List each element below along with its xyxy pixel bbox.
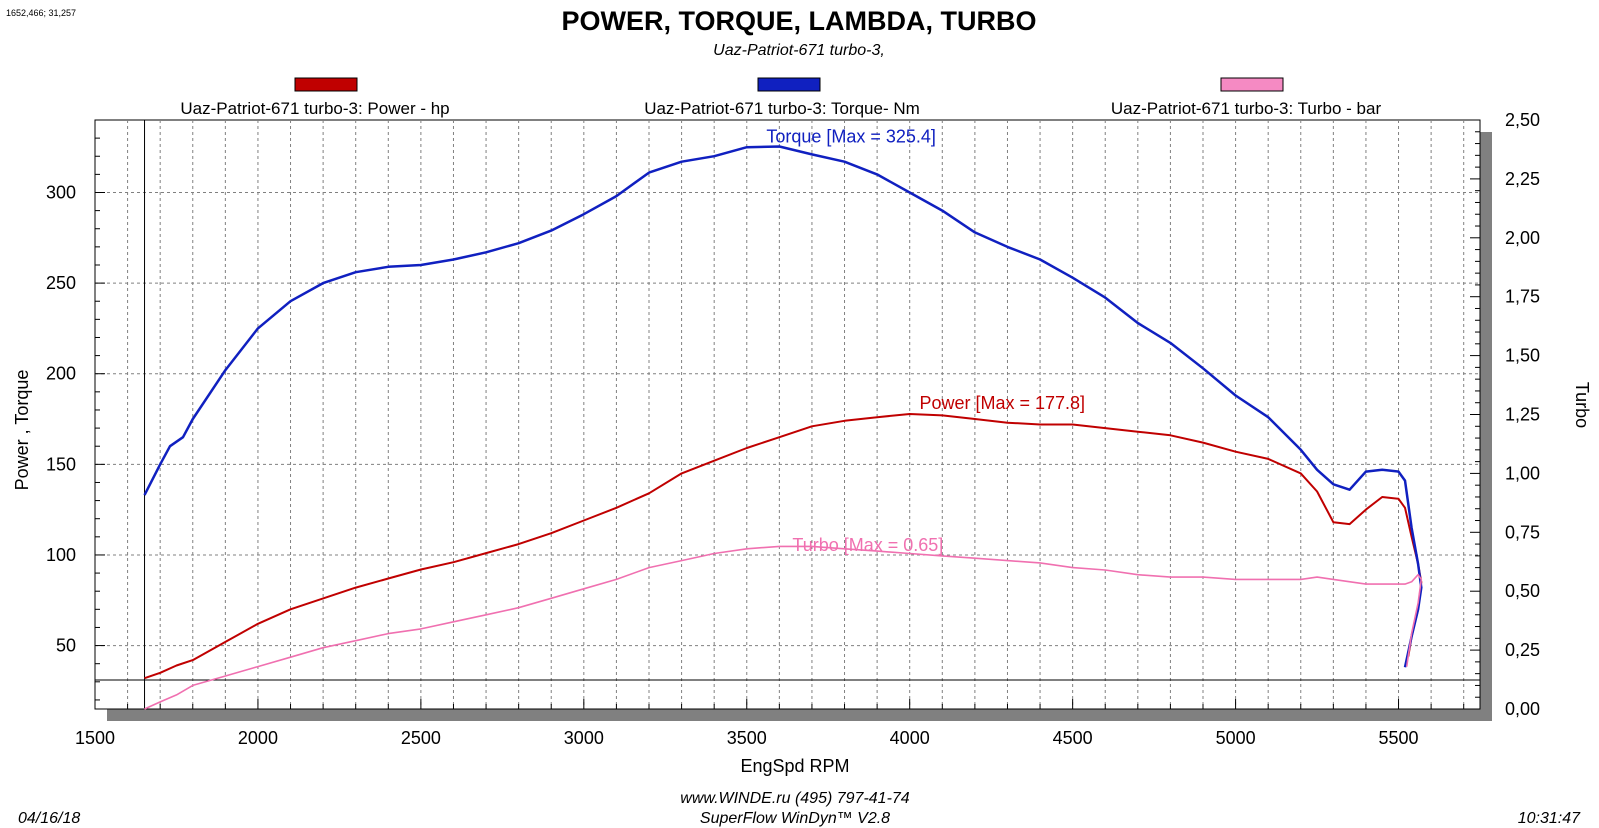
y-axis-label: Power , Torque [12, 370, 32, 491]
x-tick-label: 3000 [564, 728, 604, 748]
minor-ticks [95, 119, 1480, 710]
y2-tick-label: 2,00 [1505, 228, 1540, 248]
x-axis-ticks: 1500 2000 2500 3000 3500 4000 4500 5000 5500 [75, 728, 1419, 748]
legend-label-torque: Uaz-Patriot-671 turbo-3: Torque- Nm [644, 99, 920, 118]
y-tick-label: 300 [46, 182, 76, 202]
plot-shadow-right [1480, 132, 1492, 721]
legend-swatch-power [294, 77, 358, 92]
y2-tick-label: 0,25 [1505, 640, 1540, 660]
series-line-torque [143, 145, 1423, 668]
x-axis-label: EngSpd RPM [740, 756, 849, 776]
torque-max-annotation: Torque [Max = 325.4] [766, 127, 936, 147]
y-tick-label: 100 [46, 545, 76, 565]
footer-software: SuperFlow WinDyn™ V2.8 [700, 810, 890, 827]
y-axis-ticks: 50 100 150 200 250 300 [46, 182, 76, 655]
x-tick-label: 5000 [1216, 728, 1256, 748]
legend-swatch-torque [757, 77, 821, 92]
y2-tick-label: 1,50 [1505, 346, 1540, 366]
chart-subtitle: Uaz-Patriot-671 turbo-3, [713, 42, 885, 59]
footer-date: 04/16/18 [18, 810, 80, 827]
y2-tick-label: 1,25 [1505, 405, 1540, 425]
y2-axis-label: Turbo [1572, 382, 1592, 428]
x-tick-label: 5500 [1379, 728, 1419, 748]
y2-tick-label: 0,00 [1505, 699, 1540, 719]
y2-tick-label: 2,25 [1505, 169, 1540, 189]
footer-website: www.WINDE.ru (495) 797-41-74 [680, 790, 910, 807]
cursor-readout: 1652,466; 31,257 [6, 8, 76, 18]
y2-tick-label: 1,00 [1505, 463, 1540, 483]
y-tick-label: 250 [46, 273, 76, 293]
y2-tick-label: 0,75 [1505, 522, 1540, 542]
plot-area [94, 119, 1481, 710]
legend-label-power: Uaz-Patriot-671 turbo-3: Power - hp [180, 99, 449, 118]
x-tick-label: 3500 [727, 728, 767, 748]
x-tick-label: 4000 [890, 728, 930, 748]
y2-tick-label: 2,50 [1505, 110, 1540, 130]
y2-tick-label: 1,75 [1505, 287, 1540, 307]
legend-swatch-turbo [1220, 77, 1284, 92]
turbo-max-annotation: Turbo [Max = 0.65] [792, 535, 943, 555]
y2-axis-ticks: 0,00 0,25 0,50 0,75 1,00 1,25 1,50 1,75 2,00 2,25… [1505, 110, 1540, 719]
y-tick-label: 200 [46, 364, 76, 384]
chart-title: POWER, TORQUE, LAMBDA, TURBO [562, 6, 1037, 36]
grid [95, 120, 1480, 709]
series-lines [143, 145, 1423, 710]
x-tick-label: 1500 [75, 728, 115, 748]
x-tick-label: 2500 [401, 728, 441, 748]
x-tick-label: 2000 [238, 728, 278, 748]
series-line-power [144, 413, 1423, 680]
y-tick-label: 150 [46, 454, 76, 474]
y-tick-label: 50 [56, 636, 76, 656]
footer-time: 10:31:47 [1518, 810, 1581, 827]
legend-label-turbo: Uaz-Patriot-671 turbo-3: Turbo - bar [1111, 99, 1382, 118]
y2-tick-label: 0,50 [1505, 581, 1540, 601]
series-line-turbo [144, 545, 1423, 710]
x-tick-label: 4500 [1053, 728, 1093, 748]
power-max-annotation: Power [Max = 177.8] [919, 393, 1085, 413]
plot-shadow-bottom [107, 709, 1480, 721]
